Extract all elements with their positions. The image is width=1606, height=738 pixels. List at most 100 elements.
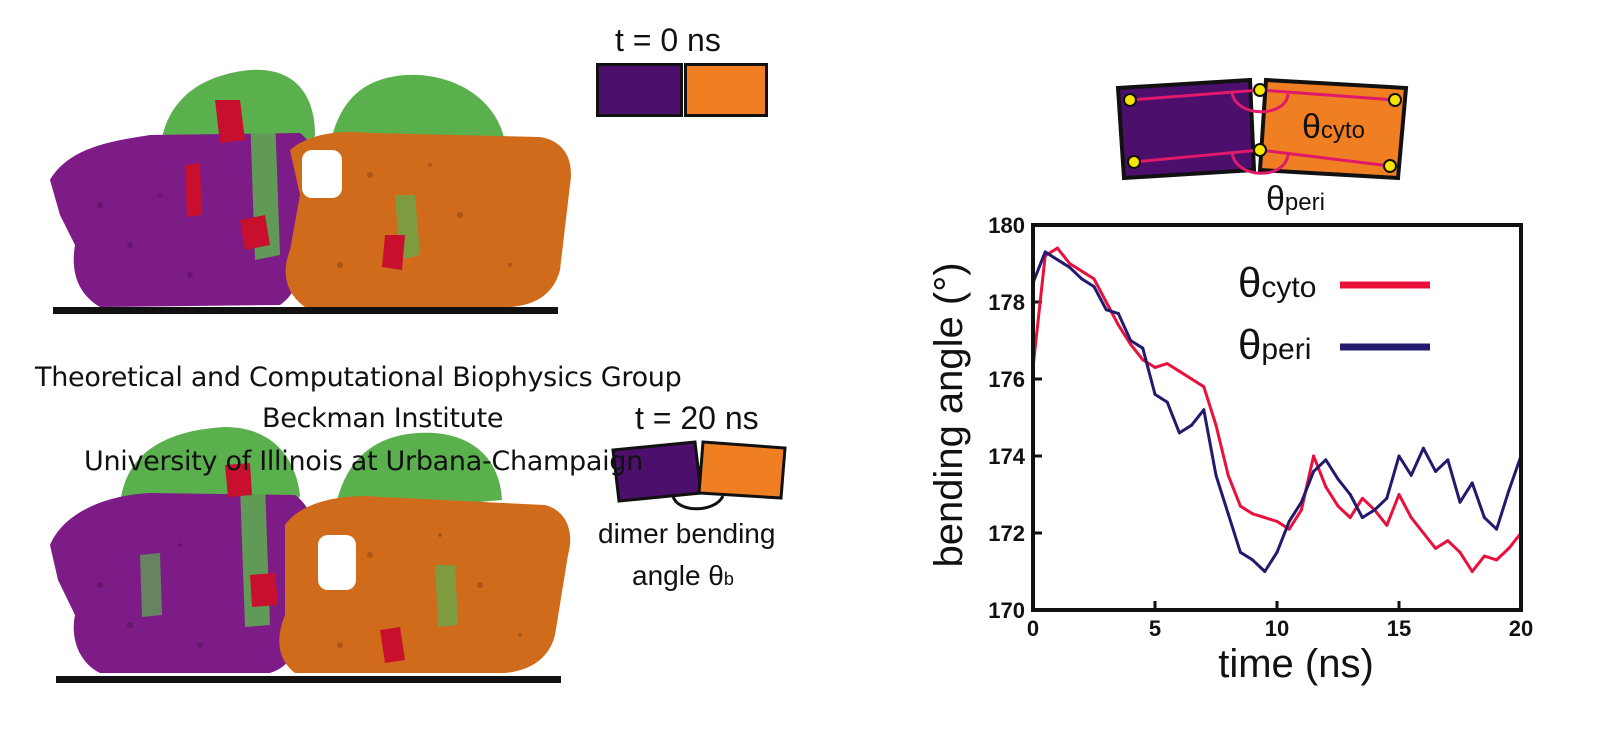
data-point-cyto: [1360, 496, 1364, 500]
data-point-peri: [1299, 500, 1303, 504]
data-point-cyto: [1495, 558, 1499, 562]
caption-line1: dimer bending: [598, 518, 776, 549]
data-point-cyto: [1482, 554, 1486, 558]
data-point-cyto: [1458, 550, 1462, 554]
caption-line2-text: angle θ: [632, 560, 724, 591]
monomer-box-purple-t0: [596, 63, 683, 117]
data-point-cyto: [1385, 523, 1389, 527]
data-point-peri: [1263, 570, 1267, 573]
data-point-peri: [1214, 473, 1218, 477]
data-point-cyto: [1312, 454, 1316, 458]
data-point-peri: [1312, 469, 1316, 473]
time-label-t0: t = 0 ns: [615, 22, 721, 58]
data-point-peri: [1385, 496, 1389, 500]
data-point-peri: [1177, 431, 1181, 435]
data-point-cyto: [1055, 246, 1059, 250]
data-point-cyto: [1421, 531, 1425, 535]
data-point-peri: [1153, 392, 1157, 396]
plot-frame: [1031, 223, 1523, 612]
time-label-t20: t = 20 ns: [635, 400, 759, 436]
monomer-purple: [50, 133, 318, 307]
data-point-peri: [1287, 519, 1291, 523]
y-tick-label: 170: [988, 598, 1025, 623]
y-axis-label: bending angle (°): [927, 262, 971, 567]
cap-green-right: [330, 74, 505, 150]
data-point-peri: [1324, 458, 1328, 462]
monomer-box-orange-t0: [684, 63, 768, 117]
data-point-peri: [1104, 308, 1108, 312]
watermark-line1: Theoretical and Computational Biophysics…: [35, 362, 682, 393]
data-point-peri: [1507, 489, 1511, 493]
data-point-peri: [1495, 527, 1499, 531]
bending-angle-chart: bending angle (°) time (ns) 170 172 174 176…: [927, 213, 1533, 686]
data-point-cyto: [1324, 485, 1328, 489]
data-point-cyto: [1507, 546, 1511, 550]
y-tick-label: 180: [988, 213, 1025, 238]
x-tick-label: 0: [1027, 616, 1039, 641]
data-point-cyto: [1214, 423, 1218, 427]
data-point-peri: [1348, 493, 1352, 496]
caption-subscript: b: [723, 569, 734, 589]
hinge-dots: [1123, 83, 1402, 173]
data-point-cyto: [1165, 362, 1169, 366]
caption-line2: angle θb: [632, 560, 734, 592]
data-point-peri: [1275, 550, 1279, 554]
data-point-cyto: [1104, 300, 1108, 304]
data-point-cyto: [1202, 385, 1206, 389]
data-point-cyto: [1068, 262, 1072, 265]
data-point-peri: [1434, 469, 1438, 473]
legend: θcyto θperi: [1238, 259, 1430, 368]
data-point-cyto: [1336, 504, 1340, 508]
data-point-cyto: [1287, 527, 1291, 531]
data-point-cyto: [1116, 323, 1120, 327]
data-point-cyto: [1080, 269, 1084, 273]
data-point-peri: [1470, 481, 1474, 485]
data-point-peri: [1397, 454, 1401, 458]
x-tick-label: 5: [1149, 616, 1161, 641]
data-point-peri: [1226, 512, 1230, 516]
data-point-cyto: [1177, 369, 1181, 373]
data-point-cyto: [1153, 365, 1157, 369]
data-point-peri: [1373, 508, 1377, 512]
data-point-cyto: [1251, 512, 1255, 516]
schematic-cyto-label: θcyto: [1302, 108, 1365, 146]
data-point-cyto: [1299, 508, 1303, 512]
data-point-peri: [1165, 400, 1169, 404]
membrane-line-t0: [53, 307, 558, 314]
data-point-cyto: [1470, 570, 1474, 573]
panel-t0: t = 0 ns: [0, 0, 820, 330]
data-point-cyto: [1397, 493, 1401, 496]
data-point-cyto: [1190, 377, 1194, 381]
legend-label-cyto: θcyto: [1238, 259, 1316, 306]
y-tick-label: 178: [988, 290, 1025, 315]
data-point-cyto: [1141, 358, 1145, 362]
data-point-peri: [1409, 473, 1413, 477]
protein-structure-t0: [50, 69, 571, 307]
x-tick-label: 15: [1387, 616, 1411, 641]
data-point-peri: [1360, 516, 1364, 520]
data-point-cyto: [1226, 473, 1230, 477]
ligand-red: [215, 100, 245, 143]
data-point-cyto: [1348, 516, 1352, 520]
data-point-cyto: [1263, 516, 1267, 520]
x-tick-label: 20: [1509, 616, 1533, 641]
data-point-peri: [1202, 408, 1206, 412]
y-tick-label: 172: [988, 521, 1025, 546]
data-point-cyto: [1275, 519, 1279, 523]
data-point-peri: [1043, 250, 1047, 254]
data-point-cyto: [1092, 277, 1096, 281]
bent-dimer-icon: [611, 440, 787, 511]
data-point-peri: [1446, 458, 1450, 462]
data-point-peri: [1482, 516, 1486, 520]
data-point-peri: [1141, 346, 1145, 350]
data-point-peri: [1092, 285, 1096, 289]
data-point-peri: [1190, 423, 1194, 427]
data-point-peri: [1068, 265, 1072, 269]
data-point-peri: [1251, 558, 1255, 562]
data-point-peri: [1238, 550, 1242, 554]
y-tick-label: 176: [988, 367, 1025, 392]
data-point-cyto: [1446, 539, 1450, 543]
panel-t20: t = 20 ns dimer bending angle θb: [0, 380, 820, 738]
schematic-peri-label: θperi: [1266, 180, 1325, 218]
data-point-cyto: [1129, 342, 1133, 346]
